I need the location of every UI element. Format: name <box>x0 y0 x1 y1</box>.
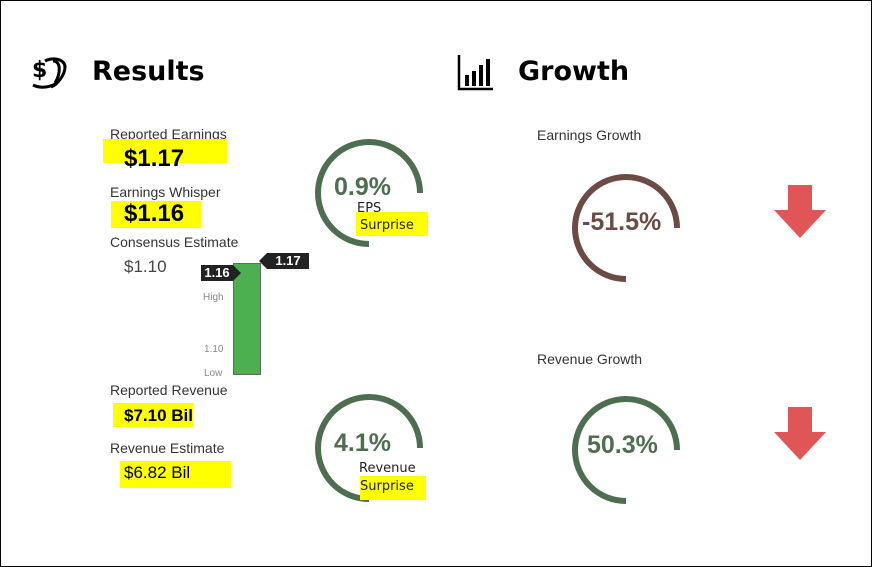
revenue-growth-value: 50.3% <box>587 431 658 459</box>
bar-chart-icon <box>457 55 493 91</box>
growth-title: Growth <box>518 56 630 87</box>
reported-tag-pointer <box>259 253 267 269</box>
revenue-estimate-value: $6.82 Bil <box>124 463 191 482</box>
revenue-surprise-gauge <box>315 394 423 502</box>
consensus-estimate-label: Consensus Estimate <box>110 234 239 250</box>
results-title: Results <box>92 56 205 87</box>
revenue-estimate-label: Revenue Estimate <box>110 440 225 456</box>
reported-revenue-highlight <box>113 403 193 427</box>
earnings-whisper-value: $1.16 <box>124 200 185 227</box>
revenue-growth-gauge <box>572 396 680 504</box>
earnings-growth-value: -51.5% <box>582 208 662 236</box>
revenue-surprise-line1: Revenue <box>359 461 416 476</box>
reported-earnings-label: Reported Earnings <box>110 126 227 142</box>
reported-tag: 1.17 <box>267 253 309 269</box>
whisper-tag-pointer <box>233 265 241 281</box>
whisper-tag: 1.16 <box>201 265 233 281</box>
earnings-growth-arc <box>572 174 680 282</box>
revenue-surprise-line2: Surprise <box>360 479 414 494</box>
down-arrow-icon <box>774 185 826 238</box>
reported-revenue-label: Reported Revenue <box>110 382 228 398</box>
eps-surprise-value: 0.9% <box>334 173 391 201</box>
range-mid-tick-label: 1.10 <box>204 344 224 355</box>
revenue-surprise-highlight <box>360 476 426 500</box>
reported-revenue-value: $7.10 Bil <box>124 406 193 425</box>
revenue-growth-arc <box>572 396 680 504</box>
revenue-gauge-arc <box>315 394 423 502</box>
earnings-whisper-highlight <box>111 201 201 228</box>
eps-surprise-highlight <box>356 212 428 236</box>
revenue-estimate-highlight <box>120 461 231 488</box>
eps-surprise-line2: Surprise <box>360 218 414 233</box>
revenue-growth-label: Revenue Growth <box>537 351 643 367</box>
reported-earnings-highlight <box>103 139 227 163</box>
revenue-surprise-value: 4.1% <box>334 429 391 457</box>
svg-text:$: $ <box>32 58 47 83</box>
earnings-range-bar <box>233 263 261 375</box>
eps-surprise-gauge <box>315 139 423 247</box>
money-coins-icon: $ <box>32 57 67 89</box>
earnings-growth-label: Earnings Growth <box>537 127 642 143</box>
consensus-estimate-value: $1.10 <box>124 257 167 276</box>
earnings-growth-gauge <box>572 174 680 282</box>
range-high-label: High <box>203 292 224 303</box>
eps-gauge-arc <box>315 139 423 247</box>
reported-earnings-value: $1.17 <box>124 145 185 172</box>
earnings-whisper-label: Earnings Whisper <box>110 184 221 200</box>
down-arrow-icon <box>774 407 826 460</box>
range-low-label: Low <box>204 368 223 379</box>
